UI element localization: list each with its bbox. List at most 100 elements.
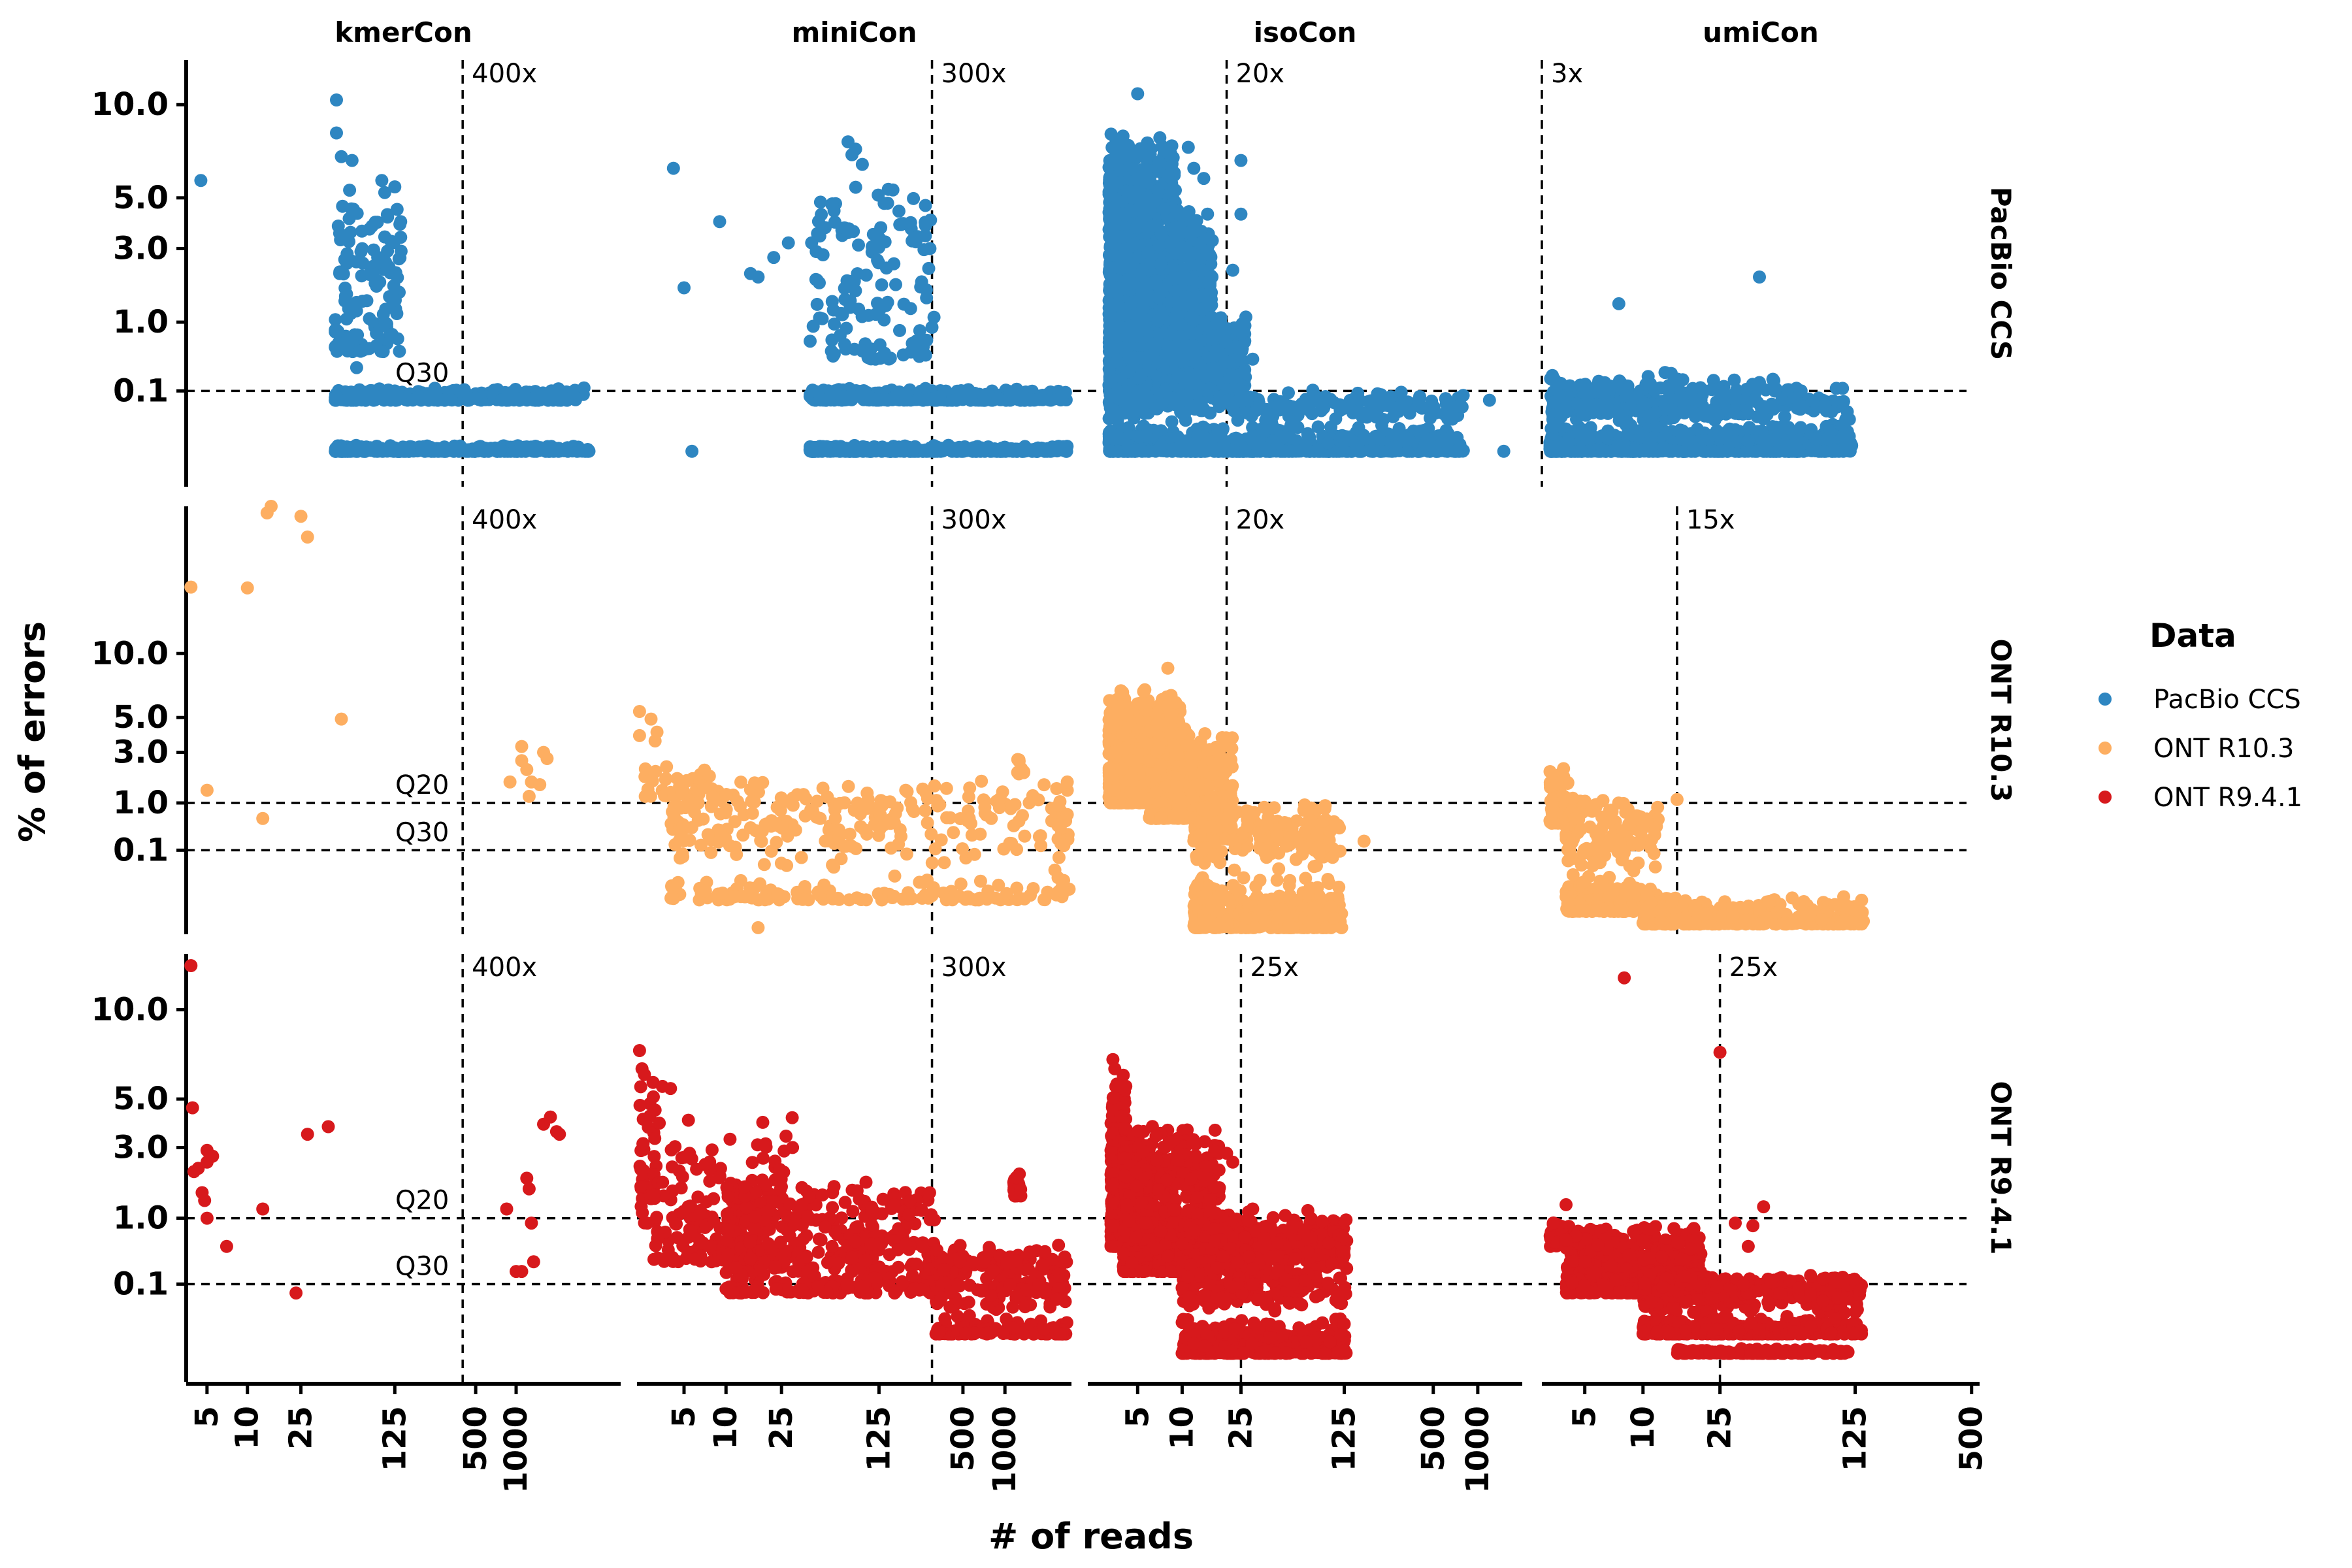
data-point (1136, 263, 1150, 276)
data-point (363, 268, 376, 281)
data-point (1027, 393, 1041, 407)
data-point (393, 251, 407, 265)
data-point (340, 312, 353, 326)
data-point (355, 224, 368, 238)
data-point (389, 293, 402, 307)
data-point (678, 281, 691, 295)
data-point (1010, 382, 1024, 396)
data-point (1371, 387, 1384, 400)
data-point (1151, 184, 1165, 197)
data-point (1180, 389, 1194, 402)
data-point (343, 184, 357, 197)
row-title-pacbio-ccs: PacBio CCS (1985, 187, 2017, 360)
data-point (843, 444, 857, 458)
data-point (1104, 444, 1118, 458)
data-point (944, 441, 958, 455)
data-point (813, 392, 827, 406)
data-point (1258, 403, 1271, 417)
data-point (1137, 296, 1151, 310)
data-point (1110, 229, 1124, 243)
data-point (1381, 399, 1395, 412)
data-point (1177, 225, 1190, 239)
data-point (889, 278, 902, 291)
data-point (340, 257, 353, 270)
data-point (1045, 444, 1058, 457)
data-point (805, 444, 818, 458)
column-title-minicon: miniCon (791, 16, 917, 48)
data-point (1389, 440, 1403, 453)
data-point (1153, 131, 1167, 144)
data-point (813, 311, 826, 325)
data-point (1375, 444, 1389, 458)
data-point (877, 313, 891, 327)
x-tick-label: 125 (376, 1406, 413, 1471)
data-point (969, 444, 983, 457)
coverage-label: 400x (472, 59, 537, 89)
data-point (894, 218, 908, 231)
y-tick-label: 1.0 (113, 304, 169, 340)
y-tick-label: 3.0 (113, 230, 169, 267)
data-point (371, 444, 385, 457)
data-point (521, 443, 534, 457)
y-tick-label: 1.0 (113, 1200, 169, 1237)
y-tick-label: 1.0 (113, 785, 169, 821)
data-point (1181, 272, 1194, 286)
data-point (338, 282, 352, 295)
data-point (1251, 443, 1265, 457)
data-point (1207, 361, 1220, 375)
data-point (1412, 393, 1426, 407)
data-point (534, 441, 547, 455)
data-point (855, 157, 869, 171)
x-tick-label: 25 (1702, 1406, 1739, 1450)
data-point (886, 183, 900, 197)
data-point (919, 199, 932, 212)
data-point (919, 229, 932, 242)
data-point (370, 216, 384, 229)
data-point (501, 388, 514, 402)
data-point (329, 340, 342, 353)
data-point (456, 384, 470, 398)
data-point (1122, 365, 1135, 379)
data-point (194, 174, 208, 188)
data-point (781, 236, 795, 250)
data-point (1134, 351, 1148, 365)
data-point (429, 384, 442, 398)
data-point (355, 242, 369, 255)
coverage-label: 400x (472, 505, 537, 535)
data-point (1450, 444, 1464, 457)
data-point (391, 270, 404, 284)
data-point (363, 312, 376, 325)
data-point (1230, 341, 1243, 355)
data-point (1369, 410, 1383, 424)
data-point (1142, 363, 1156, 377)
data-point (872, 256, 885, 270)
data-point (1105, 408, 1119, 421)
coverage-label: 15x (1686, 505, 1735, 535)
data-point (567, 386, 581, 400)
x-tick-label: 1000 (498, 1406, 534, 1494)
data-point (879, 444, 893, 458)
y-tick-label: 0.1 (113, 832, 169, 868)
data-point (1115, 137, 1128, 150)
data-point (1149, 444, 1162, 458)
data-point (459, 443, 472, 457)
coverage-label: 20x (1236, 505, 1285, 535)
data-point (1122, 444, 1135, 458)
data-point (1452, 399, 1465, 413)
data-point (825, 198, 839, 211)
data-point (923, 242, 937, 255)
data-point (1212, 347, 1226, 361)
x-tick-label: 500 (457, 1406, 494, 1471)
data-point (1350, 404, 1364, 417)
x-tick-label: 10 (1164, 1406, 1200, 1450)
data-point (842, 222, 856, 236)
data-point (1104, 127, 1118, 141)
data-point (1127, 237, 1141, 251)
data-point (330, 93, 343, 106)
data-point (1103, 169, 1117, 183)
data-point (991, 391, 1005, 404)
data-point (1183, 340, 1196, 354)
data-point (1147, 219, 1160, 233)
x-tick-label: 500 (1953, 1406, 1990, 1471)
coverage-label: 3x (1551, 59, 1583, 89)
